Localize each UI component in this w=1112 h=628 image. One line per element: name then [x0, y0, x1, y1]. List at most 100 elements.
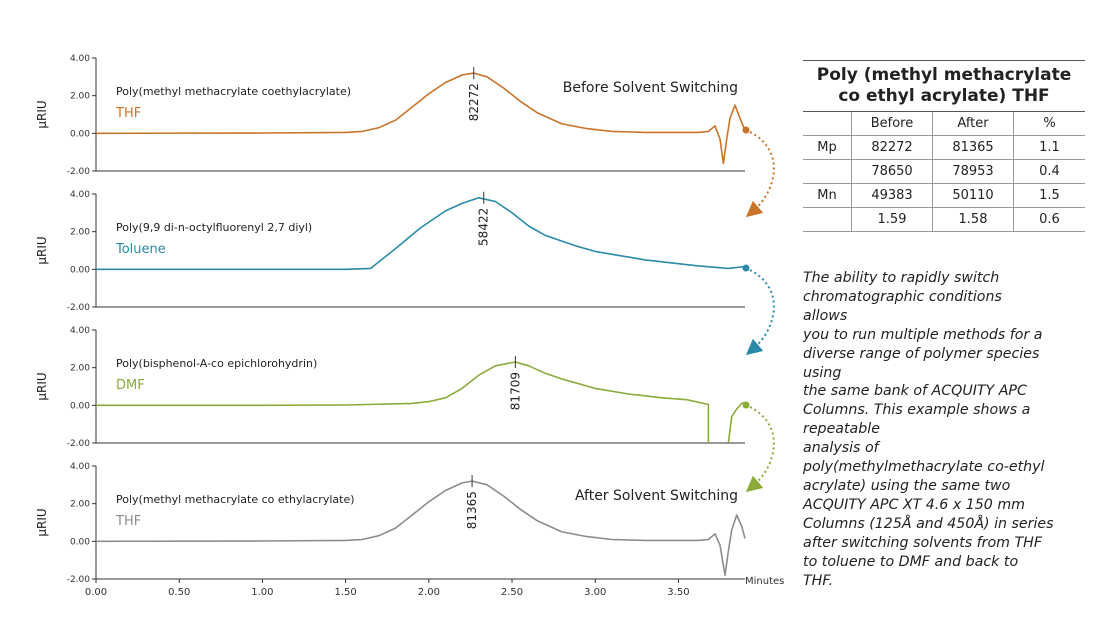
solvent-label: Toluene [115, 242, 166, 257]
x-tick-label: 2.50 [501, 587, 523, 598]
chart-panel: 4.00 2.00 0.00 -2.00 µRIU 81709 Poly(bisphenol… [35, 326, 746, 449]
solvent-label: DMF [116, 378, 145, 393]
solvent-switch-arrows [742, 126, 775, 493]
peak-label: 81709 [508, 372, 522, 410]
description-line: THF. [803, 572, 834, 589]
y-tick-label: -2.00 [67, 167, 91, 177]
table-cell [803, 207, 852, 232]
arrow-dot [742, 264, 750, 272]
description-line: poly(methylmethacrylate co-ethyl [803, 459, 1045, 476]
peak-label: 58422 [477, 208, 491, 246]
table-row: 78650 78953 0.4 [803, 159, 1085, 184]
chromatogram-chart: 4.00 2.00 0.00 -2.00 µRIU 82272 Poly(methyl me… [35, 54, 784, 598]
table-cell: 1.59 [851, 207, 933, 232]
y-tick-label: 4.00 [70, 54, 90, 64]
description-line: Columns. This example shows a [803, 402, 1031, 419]
y-axis-label: µRIU [35, 372, 49, 400]
table-row: Mp 82272 81365 1.1 [803, 135, 1085, 160]
description-line: to toluene to DMF and back to [803, 553, 1019, 570]
table-cell: 81365 [932, 135, 1014, 160]
table-cell: 82272 [851, 135, 933, 160]
table-title-line: Poly (methyl methacrylate [816, 65, 1072, 85]
y-tick-label: -2.00 [67, 575, 91, 585]
x-tick-label: 3.50 [667, 587, 689, 598]
table-row: Mn 49383 50110 1.5 [803, 183, 1085, 208]
x-tick-label: 0.50 [168, 587, 190, 598]
solvent-label: THF [115, 106, 141, 121]
x-tick-label: 3.00 [584, 587, 606, 598]
description-line: diverse range of polymer species [803, 345, 1040, 362]
table-cell [803, 159, 852, 184]
y-tick-label: 4.00 [70, 326, 90, 336]
description-line: chromatographic conditions [803, 288, 1002, 305]
table-cell: 49383 [851, 183, 933, 208]
x-tick-label: 1.50 [334, 587, 356, 598]
table-header-cell [803, 112, 852, 136]
table-cell: 50110 [932, 183, 1014, 208]
y-axis-label: µRIU [35, 508, 49, 536]
x-tick-label: 2.00 [418, 587, 440, 598]
description-line: Columns (125Å and 450Å) in series [803, 515, 1054, 532]
polymer-name: Poly(methyl methacrylate co ethylacrylat… [116, 493, 355, 506]
y-tick-label: -2.00 [67, 303, 91, 313]
y-tick-label: 2.00 [70, 92, 90, 102]
series-line [95, 480, 746, 576]
table-cell: 0.4 [1013, 159, 1085, 184]
series-line [95, 72, 746, 165]
switch-arrow [745, 269, 775, 356]
results-table: Poly (methyl methacrylate co ethyl acryl… [803, 60, 1085, 232]
description-line: analysis of [803, 440, 879, 457]
x-axis-label: Minutes [745, 576, 784, 587]
switch-arrow [745, 131, 775, 218]
description-text: The ability to rapidly switch chromatogra… [803, 269, 1093, 590]
arrow-dot [742, 126, 750, 134]
table-cell: Mp [803, 135, 852, 160]
description-line: The ability to rapidly switch [803, 270, 1000, 286]
table-title-line: co ethyl acrylate) THF [838, 86, 1050, 106]
series-line [96, 361, 710, 443]
chart-panel: 4.00 2.00 0.00 -2.00 µRIU 81365 Poly(methyl me… [35, 462, 746, 585]
y-tick-label: 4.00 [70, 190, 90, 200]
table-title: Poly (methyl methacrylate co ethyl acryl… [803, 60, 1085, 112]
x-tick-label: 1.00 [251, 587, 273, 598]
peak-label: 82272 [467, 83, 481, 121]
y-axis-label: µRIU [35, 236, 49, 264]
chart-panel: 4.00 2.00 0.00 -2.00 µRIU 58422 Poly(9,9 di-n-… [35, 190, 746, 313]
y-axis-label: µRIU [35, 100, 49, 128]
description-line: repeatable [803, 421, 880, 438]
table-cell: 1.58 [932, 207, 1014, 232]
table-cell: Mn [803, 183, 852, 208]
table-cell: 78650 [851, 159, 933, 184]
description-line: using [803, 364, 842, 381]
table-header-cell: Before [851, 112, 933, 136]
series-line [727, 401, 746, 444]
series-line [96, 197, 746, 271]
table-header-cell: After [932, 112, 1014, 136]
y-tick-label: 2.00 [70, 500, 90, 510]
arrow-dot [742, 401, 750, 409]
table-cell: 1.1 [1013, 135, 1085, 160]
polymer-name: Poly(9,9 di-n-octylfluorenyl 2,7 diyl) [116, 221, 312, 234]
solvent-label: THF [115, 514, 141, 529]
table-header-row: Before After % [803, 112, 1085, 136]
description-line: the same bank of ACQUITY APC [803, 383, 1027, 400]
polymer-name: Poly(bisphenol-A-co epichlorohydrin) [116, 357, 317, 370]
y-tick-label: 4.00 [70, 462, 90, 472]
description-line: ACQUITY APC XT 4.6 x 150 mm [803, 496, 1025, 513]
table-row: 1.59 1.58 0.6 [803, 207, 1085, 232]
table-header-cell: % [1013, 112, 1085, 136]
panel-heading: Before Solvent Switching [563, 80, 738, 96]
panel-heading: After Solvent Switching [575, 488, 738, 504]
y-tick-label: 2.00 [70, 228, 90, 238]
table-cell: 1.5 [1013, 183, 1085, 208]
polymer-name: Poly(methyl methacrylate coethylacrylate… [116, 85, 351, 98]
y-tick-label: -2.00 [67, 439, 91, 449]
y-tick-label: 0.00 [70, 537, 90, 547]
description-line: you to run multiple methods for a [803, 326, 1043, 343]
y-tick-label: 2.00 [70, 364, 90, 374]
table-cell: 0.6 [1013, 207, 1085, 232]
table-cell: 78953 [932, 159, 1014, 184]
x-tick-label: 0.00 [85, 587, 107, 598]
chart-panel: 4.00 2.00 0.00 -2.00 µRIU 82272 Poly(methyl me… [35, 54, 746, 177]
y-tick-label: 0.00 [70, 401, 90, 411]
